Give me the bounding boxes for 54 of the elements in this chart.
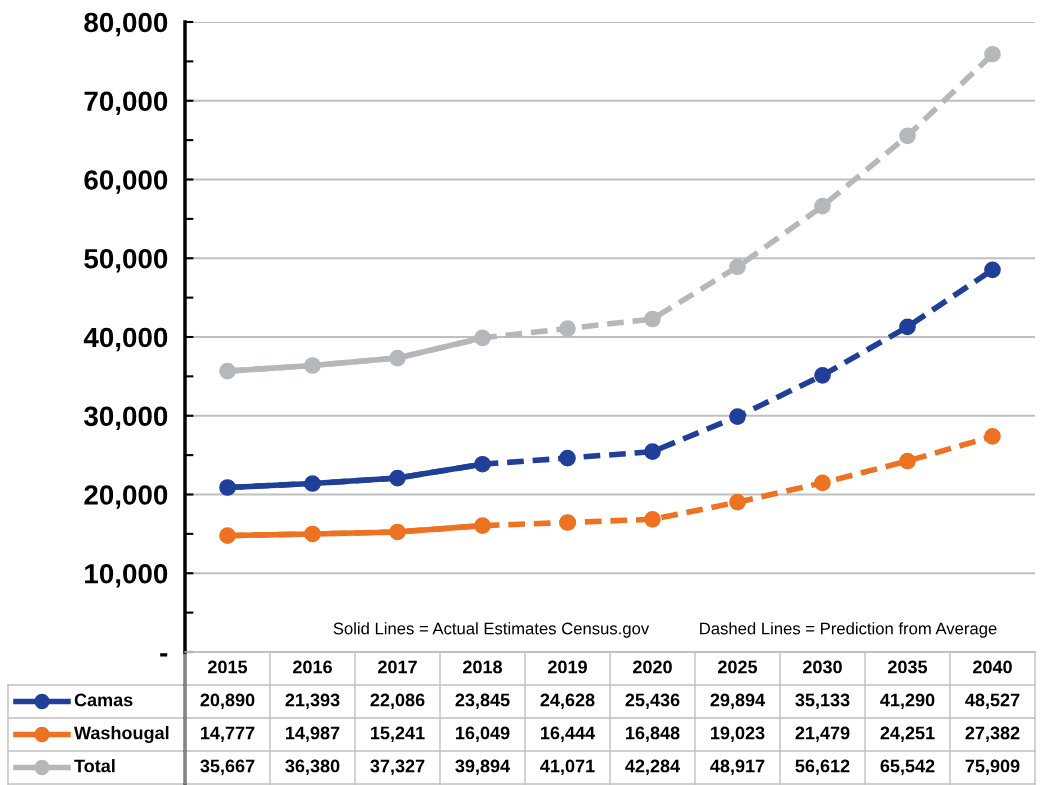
x-tick-label: 2025	[718, 660, 758, 674]
x-tick-label: 2035	[888, 660, 928, 674]
data-label: 15,241	[371, 726, 425, 742]
data-label: 29,894	[710, 693, 766, 709]
data-label: 21,393	[285, 693, 340, 709]
data-label: 65,542	[880, 759, 935, 775]
data-label: 24,628	[540, 693, 595, 709]
data-label: 14,987	[286, 726, 340, 742]
x-tick-label: 2020	[633, 660, 672, 674]
x-tick-label: 2017	[378, 660, 417, 674]
data-label: 16,049	[456, 726, 510, 742]
data-label: 19,023	[711, 726, 765, 742]
y-tick-label: 60,000	[84, 170, 168, 194]
data-label: 25,436	[625, 693, 680, 709]
x-tick-label: 2018	[463, 660, 503, 674]
x-tick-label: 2016	[293, 660, 332, 674]
data-label: 39,894	[455, 759, 511, 775]
data-label: 24,251	[880, 726, 935, 742]
data-label: 20,890	[200, 693, 255, 709]
y-tick-label: -	[160, 653, 168, 657]
data-label: 27,382	[965, 726, 1020, 742]
y-tick-label: 20,000	[84, 485, 168, 509]
data-label: 21,479	[795, 726, 850, 742]
x-tick-label: 2030	[803, 660, 842, 674]
x-tick-label: 2040	[973, 660, 1012, 674]
data-label: 75,909	[965, 759, 1020, 775]
data-label: 23,845	[455, 693, 510, 709]
y-tick-label: 40,000	[83, 327, 168, 352]
data-label: 14,777	[201, 726, 255, 742]
y-tick-label: 50,000	[84, 248, 168, 273]
y-tick-label: 80,000	[84, 12, 168, 37]
data-label: 37,327	[370, 759, 425, 775]
annotation: Dashed Lines = Prediction from Average	[700, 622, 997, 638]
data-label: 56,612	[795, 759, 850, 775]
annotation: Solid Lines = Actual Estimates Census.gov	[333, 622, 650, 638]
data-label: 41,071	[540, 759, 595, 775]
data-label: 41,290	[880, 693, 935, 709]
data-label: 48,917	[710, 759, 765, 775]
data-label: 36,380	[285, 759, 340, 775]
legend-label: Washougal	[74, 726, 169, 743]
legend-label: Total	[74, 759, 115, 773]
data-label: 48,527	[965, 693, 1020, 709]
y-tick-label: 30,000	[84, 406, 168, 431]
data-label: 16,848	[626, 726, 680, 742]
y-tick-label: 70,000	[84, 91, 168, 116]
data-label: 22,086	[370, 693, 425, 709]
legend-label: Camas	[74, 693, 133, 707]
data-label: 16,444	[541, 726, 596, 742]
data-label: 35,667	[200, 759, 255, 775]
x-tick-label: 2019	[548, 660, 587, 674]
data-label: 35,133	[795, 693, 850, 709]
data-label: 42,284	[625, 759, 681, 775]
y-tick-label: 10,000	[85, 563, 168, 588]
x-tick-label: 2015	[208, 660, 248, 674]
